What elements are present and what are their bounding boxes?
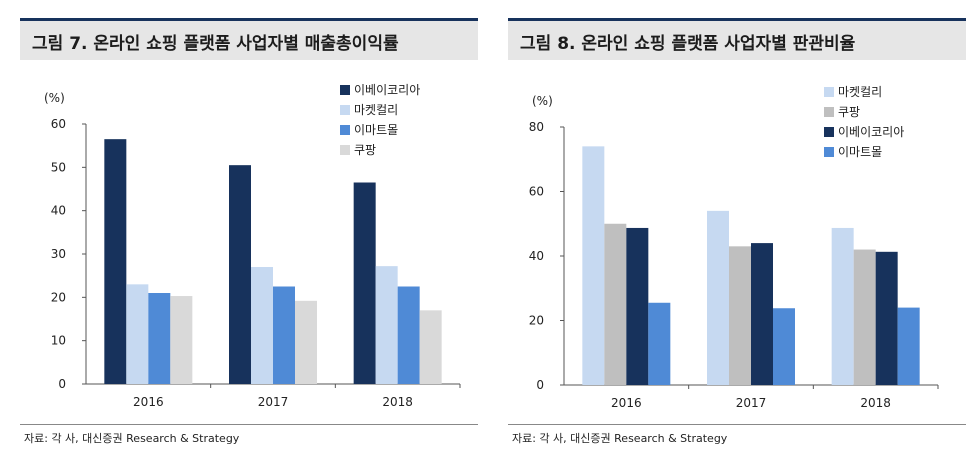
legend-swatch <box>340 105 350 115</box>
x-tick-label: 2018 <box>382 395 413 409</box>
legend-swatch <box>824 147 834 157</box>
x-tick-label: 2017 <box>258 395 289 409</box>
x-tick-label: 2016 <box>133 395 164 409</box>
source-note: 자료: 각 사, 대신증권 Research & Strategy <box>24 432 240 445</box>
bar <box>419 310 442 384</box>
bar <box>251 267 273 384</box>
x-tick-label: 2018 <box>860 396 891 410</box>
legend-label: 쿠팡 <box>838 105 860 119</box>
y-tick-label: 80 <box>529 120 544 134</box>
bar <box>126 284 149 384</box>
legend-swatch <box>340 125 350 135</box>
bar <box>104 139 127 384</box>
chart-title-bar: 그림 8. 온라인 쇼핑 플랫폼 사업자별 판관비율 <box>508 18 966 60</box>
bar <box>170 296 193 384</box>
source-divider <box>20 424 478 425</box>
y-tick-label: 40 <box>529 249 544 263</box>
legend-label: 이베이코리아 <box>354 83 420 97</box>
bar <box>582 146 605 385</box>
legend-label: 마켓컬리 <box>838 85 882 99</box>
bar <box>604 223 627 385</box>
legend-swatch <box>824 87 834 97</box>
bar <box>375 266 398 384</box>
y-axis-unit-label: (%) <box>44 91 65 105</box>
bar <box>751 243 773 385</box>
legend-swatch <box>340 145 350 155</box>
bar <box>648 302 671 385</box>
legend-label: 이베이코리아 <box>838 125 904 139</box>
legend-label: 이마트몰 <box>354 123 398 137</box>
y-tick-label: 40 <box>51 204 66 218</box>
chart-title-bar: 그림 7. 온라인 쇼핑 플랫폼 사업자별 매출총이익률 <box>20 18 478 60</box>
y-tick-label: 20 <box>51 290 66 304</box>
bar <box>773 308 795 385</box>
bar <box>229 165 251 384</box>
y-tick-label: 60 <box>51 117 66 131</box>
y-tick-label: 50 <box>51 160 66 174</box>
bar <box>707 210 729 385</box>
x-tick-label: 2016 <box>611 396 642 410</box>
legend-swatch <box>824 107 834 117</box>
legend-swatch <box>340 85 350 95</box>
bar <box>729 246 751 385</box>
chart-title: 그림 8. 온라인 쇼핑 플랫폼 사업자별 판관비율 <box>520 34 856 54</box>
gross-margin-chart: (%) 0 10 20 30 40 50 60 2016 2017 2018 이베이코리아마켓컬리이마… <box>44 83 461 409</box>
bar <box>853 249 876 385</box>
legend-swatch <box>824 127 834 137</box>
bar <box>295 300 317 384</box>
source-divider <box>508 424 966 425</box>
y-axis-unit-label: (%) <box>532 94 553 108</box>
chart-title: 그림 7. 온라인 쇼핑 플랫폼 사업자별 매출총이익률 <box>32 34 399 54</box>
legend-label: 이마트몰 <box>838 145 882 159</box>
legend-label: 쿠팡 <box>354 143 376 157</box>
legend-label: 마켓컬리 <box>354 103 398 117</box>
x-tick-label: 2017 <box>736 396 767 410</box>
bar <box>897 307 920 385</box>
y-tick-label: 20 <box>529 314 544 328</box>
chart-panel-sga-ratio: 그림 8. 온라인 쇼핑 플랫폼 사업자별 판관비율 (%) 0 20 40 60 80 2… <box>508 0 968 470</box>
bar <box>626 227 649 385</box>
bar <box>273 286 295 384</box>
y-tick-label: 30 <box>51 247 66 261</box>
source-note: 자료: 각 사, 대신증권 Research & Strategy <box>512 432 728 445</box>
y-tick-label: 0 <box>58 377 66 391</box>
y-tick-label: 0 <box>536 378 544 392</box>
bar <box>353 182 376 384</box>
bar <box>148 293 171 384</box>
y-tick-label: 60 <box>529 185 544 199</box>
bar <box>875 251 898 385</box>
chart-panel-gross-margin: 그림 7. 온라인 쇼핑 플랫폼 사업자별 매출총이익률 (%) 0 10 20 30 4… <box>20 0 480 470</box>
bar <box>397 286 420 384</box>
y-tick-label: 10 <box>51 334 66 348</box>
bar <box>831 227 854 385</box>
